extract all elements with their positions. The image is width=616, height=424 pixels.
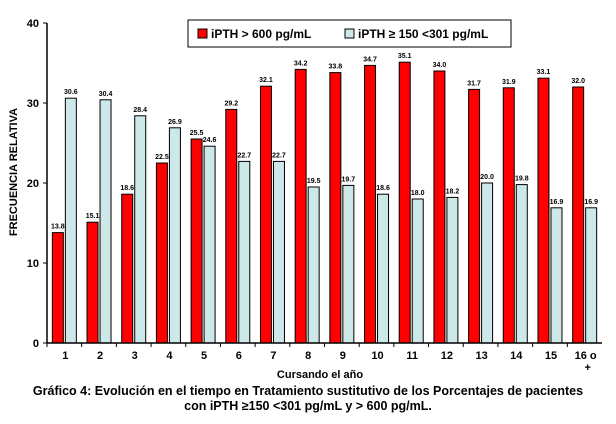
data-label-series-1: 31.7 bbox=[467, 80, 481, 87]
data-label-series-1: 34.7 bbox=[363, 56, 377, 63]
data-label-series-1: 33.1 bbox=[537, 69, 551, 76]
x-tick-label: 3 bbox=[132, 350, 138, 362]
bar-series-1 bbox=[329, 72, 342, 344]
bar-series-1 bbox=[433, 70, 446, 344]
x-tick-label: 10 bbox=[371, 350, 383, 362]
x-tick-label: 8 bbox=[305, 350, 311, 362]
x-tick-label: 5 bbox=[201, 350, 207, 362]
data-label-series-2: 26.9 bbox=[168, 119, 182, 126]
bar-series-2 bbox=[377, 193, 390, 344]
y-tick-label: 0 bbox=[33, 338, 39, 350]
bar-series-1 bbox=[572, 86, 585, 344]
bar-series-2 bbox=[550, 207, 563, 344]
bar-series-1 bbox=[121, 193, 134, 344]
bar-series-1 bbox=[190, 138, 203, 344]
x-tick-label: 7 bbox=[270, 350, 276, 362]
data-label-series-2: 19.8 bbox=[515, 176, 529, 183]
data-label-series-1: 32.0 bbox=[571, 78, 585, 85]
data-label-series-2: 30.6 bbox=[64, 89, 78, 96]
x-tick-label: 15 bbox=[545, 350, 557, 362]
data-label-series-1: 15.1 bbox=[86, 213, 100, 220]
x-tick-label: 2 bbox=[97, 350, 103, 362]
data-label-series-1: 31.9 bbox=[502, 79, 516, 86]
data-label-series-1: 22.5 bbox=[155, 154, 169, 161]
data-label-series-2: 28.4 bbox=[133, 107, 147, 114]
y-tick-label: 20 bbox=[27, 178, 39, 190]
data-label-series-2: 16.9 bbox=[550, 199, 564, 206]
bar-series-1 bbox=[398, 61, 411, 344]
bar-series-1 bbox=[294, 68, 307, 344]
data-label-series-2: 19.5 bbox=[307, 178, 321, 185]
bar-series-2 bbox=[99, 99, 112, 344]
x-tick-label: 16 o + bbox=[575, 350, 597, 374]
data-label-series-1: 33.8 bbox=[329, 64, 343, 71]
data-label-series-1: 32.1 bbox=[259, 77, 273, 84]
bar-series-2 bbox=[134, 115, 147, 344]
x-tick-label: 14 bbox=[510, 350, 523, 362]
bar-series-1 bbox=[364, 64, 377, 344]
x-tick-label: 6 bbox=[236, 350, 242, 362]
bar-series-1 bbox=[259, 85, 272, 344]
data-label-series-1: 18.6 bbox=[120, 185, 134, 192]
data-label-series-1: 13.8 bbox=[51, 224, 65, 231]
bar-series-2 bbox=[411, 198, 424, 344]
data-label-series-2: 16.9 bbox=[584, 199, 598, 206]
caption-line-1: Gráfico 4: Evolución en el tiempo en Tra… bbox=[32, 384, 584, 398]
x-tick-label: 11 bbox=[406, 350, 418, 362]
data-label-series-1: 35.1 bbox=[398, 53, 412, 60]
x-tick-label: 9 bbox=[340, 350, 346, 362]
data-label-series-2: 19.7 bbox=[342, 176, 356, 183]
figure-caption: Gráfico 4: Evolución en el tiempo en Tra… bbox=[0, 384, 616, 414]
bar-series-2 bbox=[168, 127, 181, 344]
bar-series-2 bbox=[203, 145, 216, 344]
data-label-series-1: 29.2 bbox=[224, 100, 238, 107]
bar-series-2 bbox=[342, 184, 355, 344]
bar-series-1 bbox=[502, 87, 515, 344]
bar-series-2 bbox=[515, 184, 528, 344]
y-tick-label: 40 bbox=[27, 18, 39, 30]
data-label-series-2: 22.7 bbox=[272, 152, 286, 159]
bar-series-1 bbox=[537, 77, 550, 344]
data-label-series-2: 24.6 bbox=[203, 137, 217, 144]
legend-label-series-2: iPTH ≥ 150 <301 pg/mL bbox=[358, 27, 488, 41]
x-axis-title: Cursando el año bbox=[277, 369, 363, 381]
data-label-series-2: 22.7 bbox=[237, 152, 251, 159]
bar-series-1 bbox=[86, 221, 99, 344]
bar-series-2 bbox=[272, 160, 285, 344]
y-axis-title: FRECUENCIA RELATIVA bbox=[8, 108, 20, 236]
bar-series-1 bbox=[155, 162, 168, 344]
data-label-series-2: 18.6 bbox=[376, 185, 390, 192]
y-tick-label: 10 bbox=[27, 258, 39, 270]
legend: iPTH > 600 pg/mL iPTH ≥ 150 <301 pg/mL bbox=[187, 19, 512, 48]
data-label-series-1: 25.5 bbox=[190, 130, 204, 137]
x-tick-label: 12 bbox=[441, 350, 453, 362]
legend-swatch-series-2 bbox=[344, 28, 355, 39]
caption-line-2: con iPTH ≥150 <301 pg/mL y > 600 pg/mL. bbox=[184, 399, 432, 413]
data-label-series-2: 18.0 bbox=[411, 190, 425, 197]
legend-swatch-series-1 bbox=[197, 28, 208, 39]
chart-marks: 13.8 30.6 15.1 30.4 18.6 28.4 22.5 26.9 25.524.6… bbox=[51, 53, 598, 344]
bar-series-2 bbox=[585, 207, 598, 344]
legend-label-series-1: iPTH > 600 pg/mL bbox=[211, 27, 311, 41]
bar-series-2 bbox=[64, 97, 77, 344]
bar-series-1 bbox=[51, 232, 64, 344]
bar-series-1 bbox=[225, 108, 238, 344]
x-tick-label: 13 bbox=[475, 350, 487, 362]
data-label-series-2: 30.4 bbox=[99, 91, 113, 98]
y-tick-label: 30 bbox=[27, 98, 39, 110]
bar-series-1 bbox=[468, 88, 481, 344]
x-tick-label: 4 bbox=[166, 350, 173, 362]
bar-series-2 bbox=[238, 160, 251, 344]
data-label-series-1: 34.0 bbox=[433, 62, 447, 69]
bar-series-2 bbox=[307, 186, 320, 344]
data-label-series-2: 18.2 bbox=[446, 188, 460, 195]
bar-series-2 bbox=[446, 196, 459, 344]
x-tick-label: 1 bbox=[62, 350, 68, 362]
data-label-series-1: 34.2 bbox=[294, 60, 308, 67]
bar-series-2 bbox=[481, 182, 494, 344]
data-label-series-2: 20.0 bbox=[480, 174, 494, 181]
